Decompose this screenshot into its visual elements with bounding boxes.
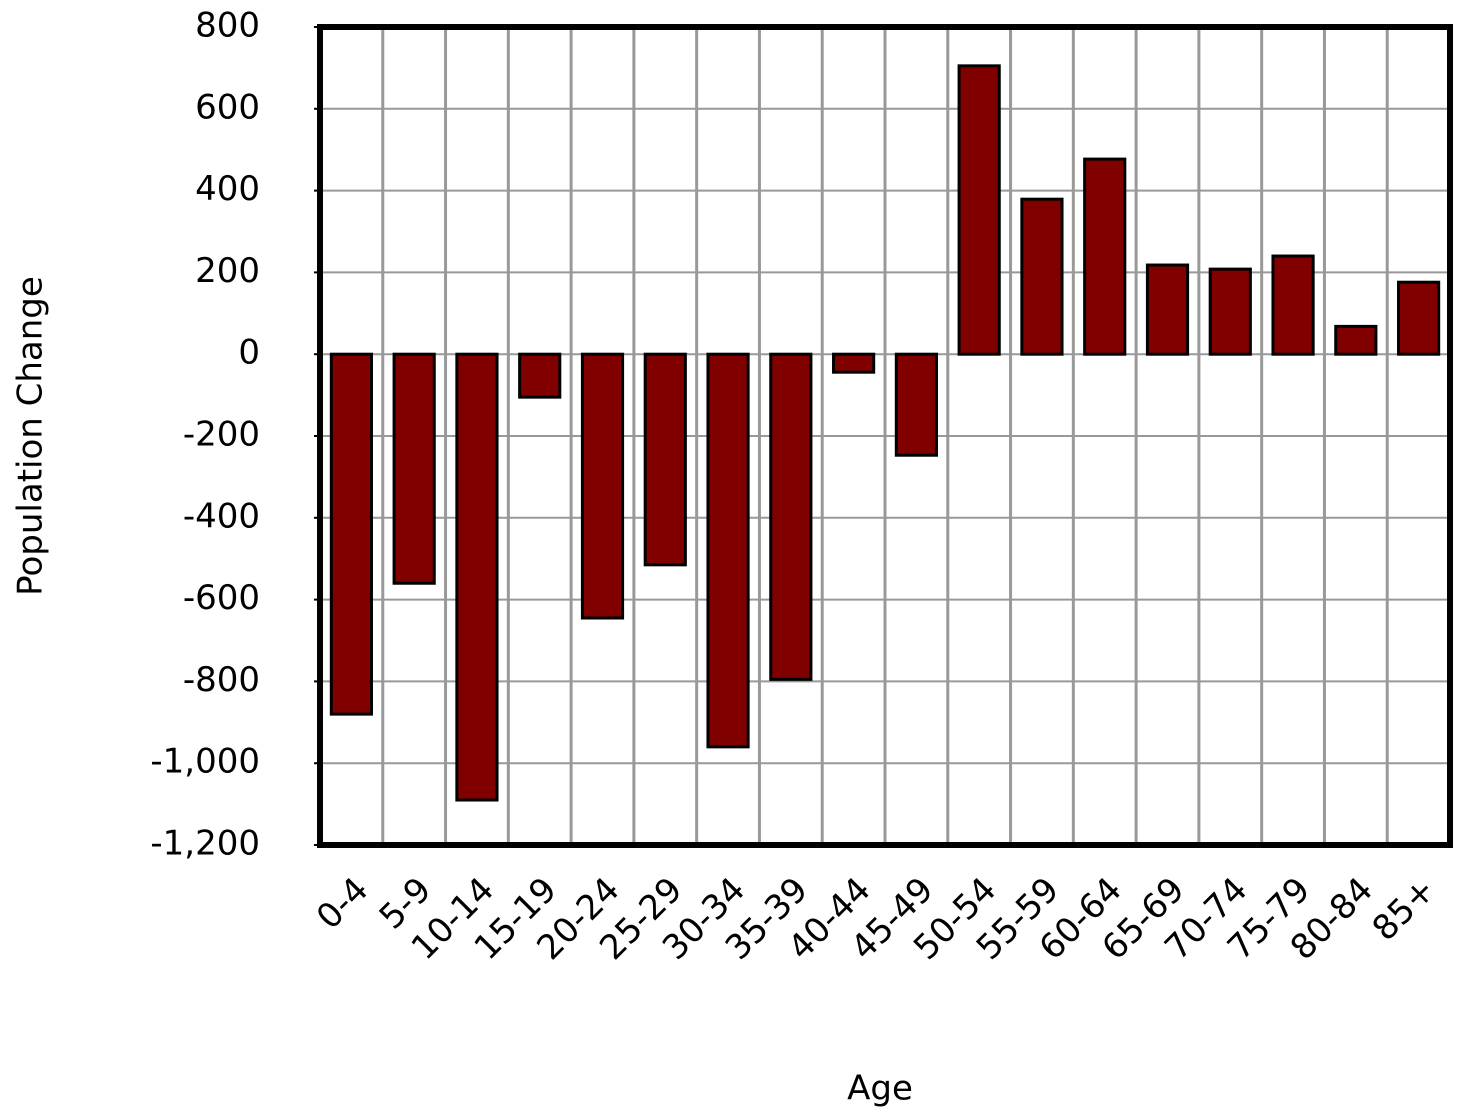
bar	[1020, 197, 1064, 356]
bar	[1271, 254, 1315, 356]
y-tick-label: 400	[195, 169, 260, 209]
y-tick-label: 0	[238, 333, 260, 373]
x-tick-label: 85+	[1365, 870, 1444, 949]
bar	[832, 352, 876, 374]
x-tick-label: 0-4	[309, 870, 377, 938]
x-axis-title: Age	[847, 1069, 913, 1109]
bar	[518, 352, 562, 399]
plot-frame	[317, 24, 1453, 848]
bar	[392, 352, 436, 585]
y-tick-label: -400	[183, 496, 260, 536]
y-tick-label: -200	[183, 415, 260, 455]
bar	[580, 352, 625, 620]
bar	[894, 352, 938, 457]
bar	[957, 64, 1001, 356]
y-tick-label: -1,000	[150, 742, 260, 782]
bar	[1083, 157, 1127, 356]
y-tick-label: -600	[183, 578, 260, 618]
y-tick-label: -800	[183, 660, 260, 700]
y-tick-label: 800	[195, 6, 260, 46]
y-axis-title: Population Change	[11, 276, 51, 596]
bar	[643, 352, 687, 567]
bar	[329, 352, 373, 716]
bar	[455, 352, 499, 802]
y-tick-label: 600	[195, 87, 260, 127]
bar	[1145, 263, 1190, 356]
bar	[706, 352, 750, 749]
bar	[1208, 267, 1252, 356]
bar	[1397, 280, 1441, 356]
bar	[1334, 324, 1378, 356]
y-tick-label: -1,200	[150, 824, 260, 864]
y-tick-label: 200	[195, 251, 260, 291]
bar	[769, 352, 813, 681]
